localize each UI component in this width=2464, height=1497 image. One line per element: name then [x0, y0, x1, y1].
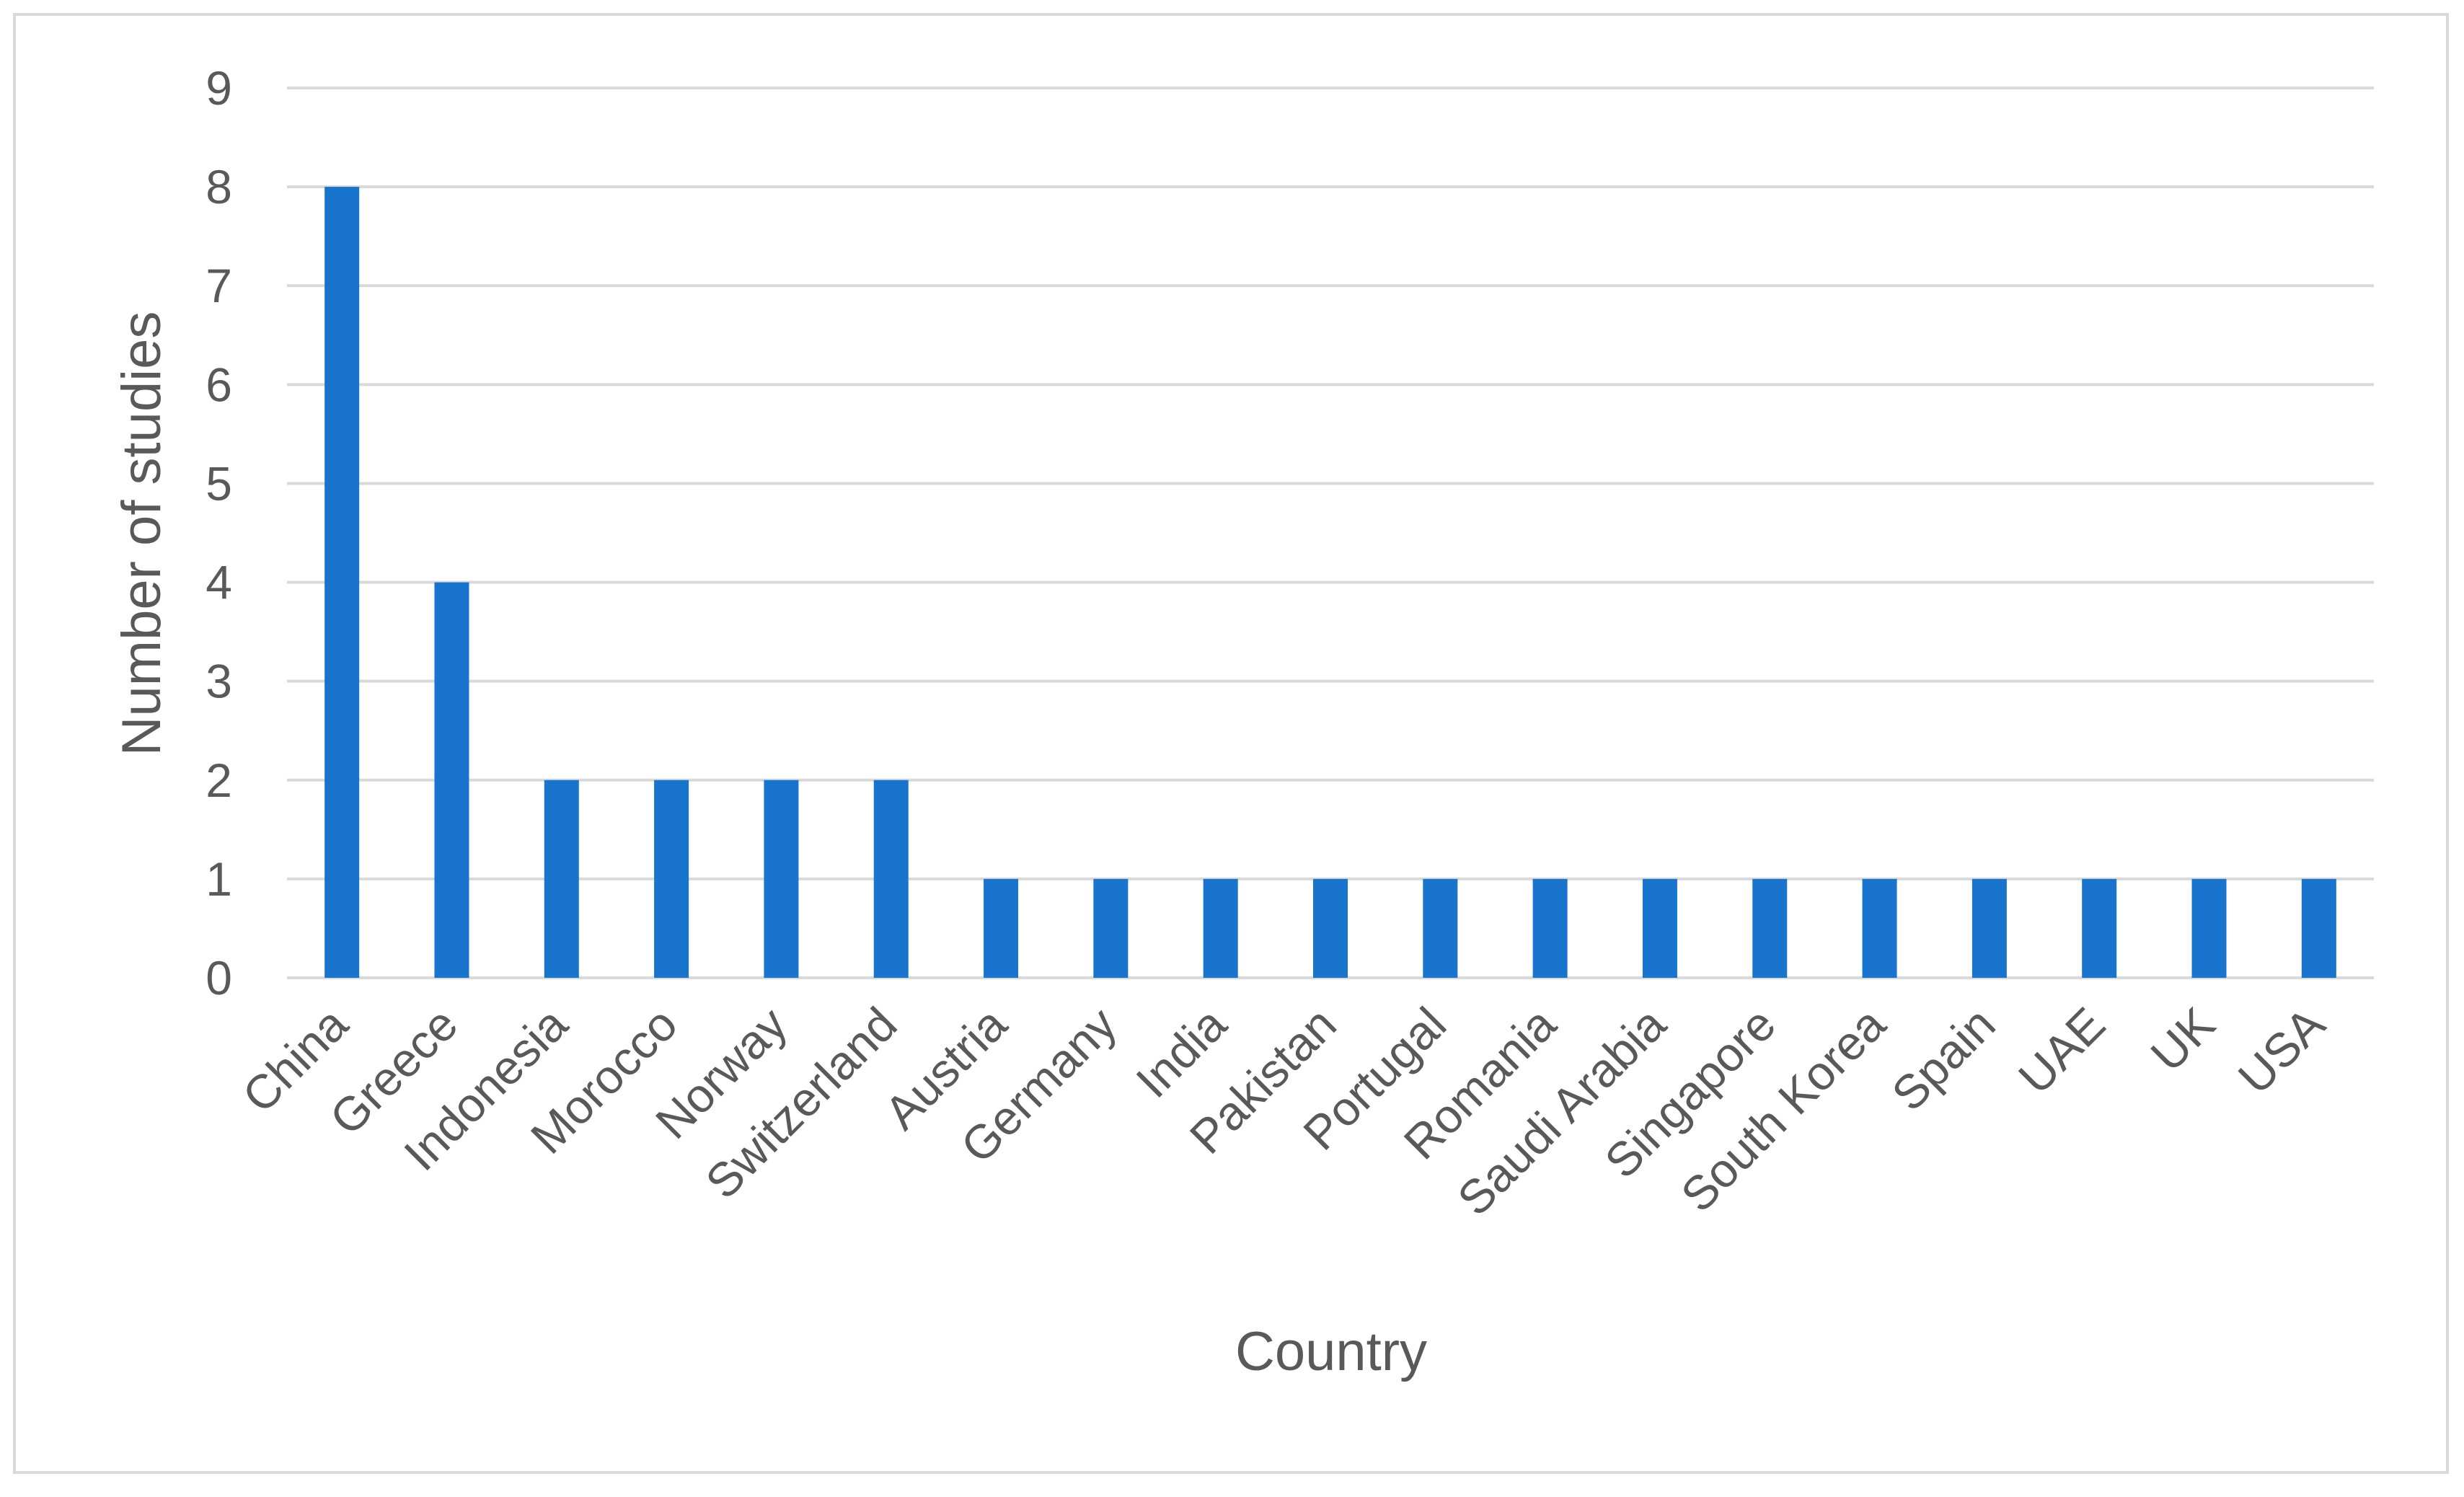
bars [324, 187, 2336, 979]
bar-greece [434, 582, 469, 978]
y-tick-label: 8 [206, 160, 232, 213]
bar-usa [2301, 878, 2336, 978]
bar-norway [764, 780, 799, 978]
bar-austria [984, 878, 1019, 978]
bar-uae [2082, 878, 2117, 978]
bar-germany [1093, 878, 1129, 978]
bar-saudi-arabia [1642, 878, 1677, 978]
bar-pakistan [1313, 878, 1348, 978]
y-tick-label: 3 [206, 655, 232, 708]
bar-uk [2191, 878, 2227, 978]
y-tick-labels: 0 1 2 3 4 5 6 7 8 9 [206, 61, 232, 1004]
y-tick-label: 9 [206, 61, 232, 115]
bar-indonesia [544, 780, 579, 978]
y-tick-label: 0 [206, 951, 232, 1004]
x-tick-label: UK [2140, 997, 2225, 1082]
bar-switzerland [873, 780, 909, 978]
y-tick-label: 5 [206, 456, 232, 510]
y-axis-title: Number of studies [111, 312, 172, 756]
bar-portugal [1423, 878, 1458, 978]
y-tick-label: 2 [206, 754, 232, 807]
x-axis-title: Country [1235, 1321, 1427, 1382]
y-tick-label: 1 [206, 852, 232, 906]
bar-spain [1971, 878, 2007, 978]
x-tick-label: USA [2227, 997, 2334, 1104]
x-tick-label: Spain [1881, 997, 2005, 1121]
y-tick-label: 4 [206, 556, 232, 609]
bar-singapore [1752, 878, 1788, 978]
bar-china [324, 187, 360, 979]
y-tick-label: 7 [206, 259, 232, 312]
gridlines [287, 87, 2374, 979]
x-tick-label: UAE [2008, 997, 2115, 1104]
x-tick-labels: ChinaGreeceIndonesiaMoroccoNorwaySwitzer… [232, 997, 2335, 1225]
bar-india [1203, 878, 1238, 978]
bar-morocco [654, 780, 689, 978]
chart-frame [13, 13, 2449, 1474]
bar-south-korea [1862, 878, 1897, 978]
bar-romania [1532, 878, 1568, 978]
y-tick-label: 6 [206, 358, 232, 411]
